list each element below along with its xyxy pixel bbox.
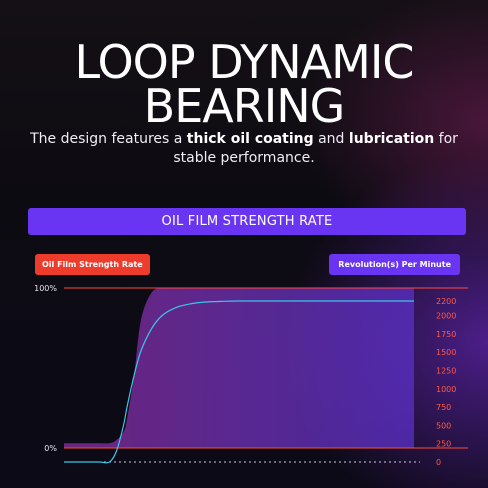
subtitle-part-2: and — [313, 131, 349, 147]
y-right-tick-label: 1000 — [436, 385, 456, 394]
subtitle-bold-2: lubrication — [348, 131, 435, 147]
rpm-line — [64, 300, 414, 464]
y-right-tick-label: 2000 — [436, 312, 456, 321]
headline: LOOP DYNAMIC BEARING — [0, 35, 488, 133]
subtitle-bold-1: thick oil coating — [186, 131, 314, 147]
legend-oil-film-strength: Oil Film Strength Rate — [35, 254, 150, 275]
legend-rpm: Revolution(s) Per Minute — [329, 254, 460, 275]
y-right-tick-label: 1500 — [436, 348, 456, 357]
headline-line-1: LOOP DYNAMIC — [74, 35, 414, 89]
subtitle-part-3: for stable performance. — [173, 131, 458, 166]
y-right-tick-label: 1750 — [436, 330, 456, 339]
y-left-tick-label: 100% — [34, 284, 57, 293]
chart-title: OIL FILM STRENGTH RATE — [28, 208, 466, 235]
y-left-tick-label: 0% — [44, 444, 57, 453]
y-right-tick-label: 500 — [436, 421, 451, 430]
headline-line-2: BEARING — [143, 79, 346, 133]
oil-film-strength-area — [64, 287, 414, 448]
y-right-tick-label: 250 — [436, 440, 451, 449]
y-right-tick-label: 1250 — [436, 367, 456, 376]
y-right-tick-label: 750 — [436, 403, 451, 412]
subtitle-part-1: The design features a — [30, 131, 187, 147]
subtitle: The design features a thick oil coating … — [20, 130, 468, 168]
y-right-tick-label: 2200 — [436, 297, 456, 306]
y-right-tick-label: 0 — [436, 458, 441, 467]
